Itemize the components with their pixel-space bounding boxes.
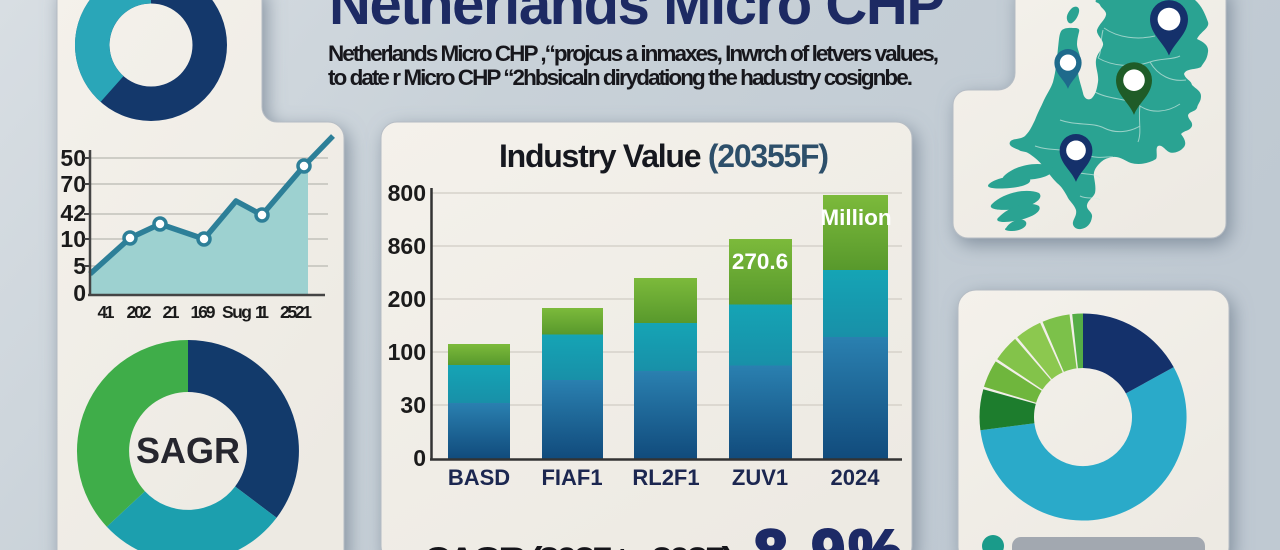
svg-text:Million: Million: [820, 205, 891, 230]
svg-text:5: 5: [73, 253, 86, 279]
svg-text:Netherlands Micro CHP ,“projcu: Netherlands Micro CHP ,“projcus a inmaxe…: [328, 41, 939, 66]
svg-text:0: 0: [73, 280, 86, 306]
svg-text:270.6: 270.6: [732, 249, 788, 274]
svg-text:Netherlands Micro CHP: Netherlands Micro CHP: [329, 0, 945, 37]
svg-text:200: 200: [388, 286, 426, 312]
svg-text:Industry Value (20355F): Industry Value (20355F): [499, 138, 829, 174]
svg-text:BASD: BASD: [448, 465, 510, 490]
svg-text:169: 169: [191, 302, 216, 322]
svg-text:FIAF1: FIAF1: [541, 465, 602, 490]
svg-text:50: 50: [60, 145, 86, 171]
svg-text:Sug: Sug: [222, 302, 252, 322]
svg-text:202: 202: [127, 302, 152, 322]
svg-text:2521: 2521: [280, 302, 312, 322]
svg-text:RL2F1: RL2F1: [632, 465, 699, 490]
svg-text:8.9%: 8.9%: [754, 518, 902, 550]
svg-text:41: 41: [98, 302, 115, 322]
svg-text:ZUV1: ZUV1: [732, 465, 788, 490]
svg-text:0: 0: [413, 445, 426, 471]
svg-text:CAGR (2025 to 2025): CAGR (2025 to 2025): [423, 540, 735, 550]
svg-text:11: 11: [255, 302, 269, 322]
svg-text:860: 860: [388, 233, 426, 259]
svg-text:2024: 2024: [831, 465, 881, 490]
svg-text:21: 21: [163, 302, 180, 322]
svg-text:100: 100: [388, 339, 426, 365]
svg-text:to date r Micro CHP “2hbsicaln: to date r Micro CHP “2hbsicaln dirydatio…: [328, 65, 913, 90]
svg-text:800: 800: [388, 180, 426, 206]
svg-text:10: 10: [60, 226, 86, 252]
svg-text:SAGR: SAGR: [136, 430, 240, 471]
svg-text:30: 30: [400, 392, 426, 418]
svg-text:42: 42: [60, 200, 86, 226]
svg-text:70: 70: [60, 171, 86, 197]
